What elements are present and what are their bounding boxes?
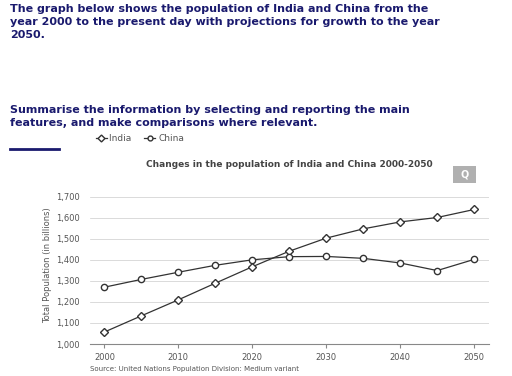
India <box>249 264 255 269</box>
Line: China: China <box>101 253 477 290</box>
Y-axis label: Total Population (in billions): Total Population (in billions) <box>43 207 52 323</box>
India <box>101 330 108 334</box>
India <box>434 215 440 220</box>
China <box>138 277 144 282</box>
Legend: India  , China: India , China <box>92 130 187 147</box>
China <box>175 270 181 274</box>
India <box>138 314 144 318</box>
China <box>212 263 219 268</box>
China <box>434 268 440 273</box>
India <box>360 227 366 231</box>
China <box>360 256 366 261</box>
Text: Q: Q <box>460 170 469 180</box>
China <box>323 254 329 259</box>
Text: The graph below shows the population of India and China from the
year 2000 to th: The graph below shows the population of … <box>10 4 440 40</box>
India <box>323 236 329 240</box>
India <box>471 207 477 212</box>
Text: Summarise the information by selecting and reporting the main
features, and make: Summarise the information by selecting a… <box>10 105 410 129</box>
China <box>286 255 292 259</box>
India <box>175 297 181 302</box>
China <box>397 261 403 265</box>
India <box>397 220 403 224</box>
Title: Changes in the population of India and China 2000-2050: Changes in the population of India and C… <box>146 160 433 169</box>
China <box>471 257 477 262</box>
Text: Source: United Nations Population Division: Medium variant: Source: United Nations Population Divisi… <box>90 366 298 372</box>
India <box>212 281 219 285</box>
Line: India: India <box>101 206 477 335</box>
China <box>101 285 108 290</box>
India <box>286 249 292 253</box>
China <box>249 258 255 262</box>
